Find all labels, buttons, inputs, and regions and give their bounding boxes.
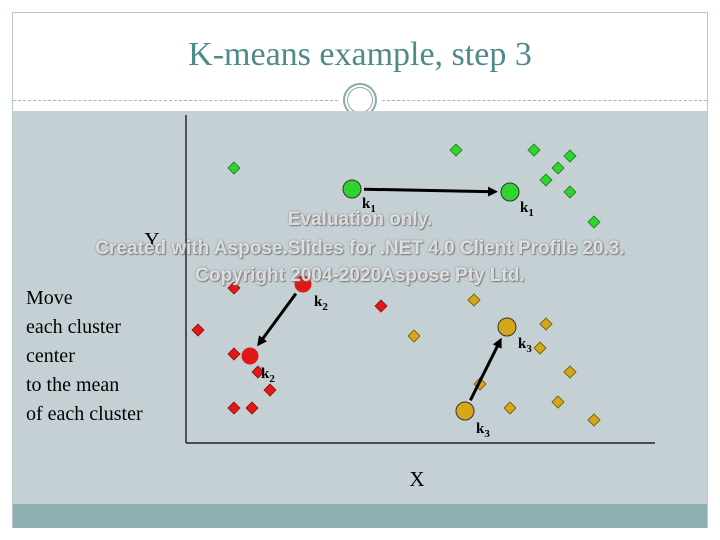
- watermark-line: Copyright 2004-2020Aspose Pty Ltd.: [195, 265, 525, 286]
- red-data-point: [227, 281, 241, 295]
- caption-line: to the mean: [26, 374, 120, 396]
- gold-old-center: [455, 401, 475, 421]
- slide-title: K-means example, step 3: [188, 36, 532, 73]
- red-data-point: [227, 401, 241, 415]
- red-data-point: [263, 383, 277, 397]
- gold-new-center: [497, 317, 517, 337]
- content-area: [13, 111, 707, 504]
- footer-bar: [13, 504, 707, 528]
- red-old-center: [294, 275, 312, 293]
- watermark-line: Created with Aspose.Slides for .NET 4.0 …: [95, 238, 625, 259]
- gold-data-point: [539, 317, 553, 331]
- y-axis-label: Y: [144, 228, 159, 252]
- gold-data-point: [563, 365, 577, 379]
- move-arrows: [257, 186, 502, 401]
- green-data-point: [551, 161, 565, 175]
- green-data-point: [563, 185, 577, 199]
- data-points: [191, 143, 601, 427]
- green-data-point: [449, 143, 463, 157]
- gold-move-arrow: [469, 337, 502, 401]
- title-divider-left: [13, 100, 338, 101]
- caption-line: center: [26, 345, 75, 367]
- caption-line: each cluster: [26, 316, 121, 338]
- caption-text: Move each cluster center to the mean of …: [26, 284, 143, 429]
- caption-line: Move: [26, 287, 73, 309]
- gold-data-point: [551, 395, 565, 409]
- gold-data-point: [587, 413, 601, 427]
- x-axis-label: X: [409, 467, 424, 491]
- gold-center-label: k3: [476, 421, 490, 440]
- red-data-point: [191, 323, 205, 337]
- green-data-point: [227, 161, 241, 175]
- red-data-point: [245, 401, 259, 415]
- green-center-label: k1: [362, 196, 376, 215]
- green-data-point: [539, 173, 553, 187]
- gold-data-point: [533, 341, 547, 355]
- green-old-center: [342, 179, 362, 199]
- green-new-center: [500, 182, 520, 202]
- title-divider-right: [382, 100, 707, 101]
- green-center-label: k1: [520, 200, 534, 219]
- red-new-center: [241, 347, 259, 365]
- cluster-centers: [241, 179, 520, 421]
- gold-data-point: [503, 401, 517, 415]
- red-move-arrow: [257, 292, 298, 347]
- green-data-point: [563, 149, 577, 163]
- gold-data-point: [407, 329, 421, 343]
- red-center-label: k2: [261, 366, 275, 385]
- green-move-arrow: [363, 186, 499, 197]
- red-data-point: [227, 347, 241, 361]
- red-center-label: k2: [314, 294, 328, 313]
- red-data-point: [374, 299, 388, 313]
- center-labels: k1 k1 k2 k2 k3 k3: [261, 196, 534, 440]
- caption-line: of each cluster: [26, 403, 143, 425]
- red-data-point: [251, 365, 265, 379]
- green-data-point: [587, 215, 601, 229]
- green-data-point: [527, 143, 541, 157]
- gold-center-label: k3: [518, 336, 532, 355]
- gold-data-point: [467, 293, 481, 307]
- watermark-line: Evaluation only.: [287, 209, 433, 230]
